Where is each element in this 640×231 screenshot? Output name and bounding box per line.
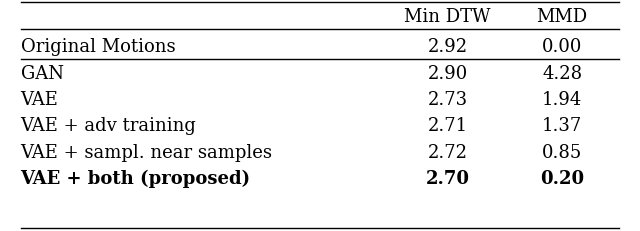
- Text: 2.73: 2.73: [428, 91, 467, 109]
- Text: 0.85: 0.85: [542, 143, 582, 161]
- Text: 4.28: 4.28: [542, 64, 582, 82]
- Text: 2.70: 2.70: [426, 169, 470, 187]
- Text: Original Motions: Original Motions: [20, 38, 175, 56]
- Text: GAN: GAN: [20, 64, 63, 82]
- Text: 2.72: 2.72: [428, 143, 467, 161]
- Text: 2.90: 2.90: [428, 64, 468, 82]
- Text: 0.20: 0.20: [540, 169, 584, 187]
- Text: VAE + adv training: VAE + adv training: [20, 117, 196, 135]
- Text: MMD: MMD: [536, 8, 588, 26]
- Text: 2.71: 2.71: [428, 117, 467, 135]
- Text: VAE + both (proposed): VAE + both (proposed): [20, 169, 251, 187]
- Text: 2.92: 2.92: [428, 38, 467, 56]
- Text: VAE: VAE: [20, 91, 58, 109]
- Text: 0.00: 0.00: [542, 38, 582, 56]
- Text: 1.94: 1.94: [542, 91, 582, 109]
- Text: VAE + sampl. near samples: VAE + sampl. near samples: [20, 143, 273, 161]
- Text: Min DTW: Min DTW: [404, 8, 491, 26]
- Text: 1.37: 1.37: [542, 117, 582, 135]
